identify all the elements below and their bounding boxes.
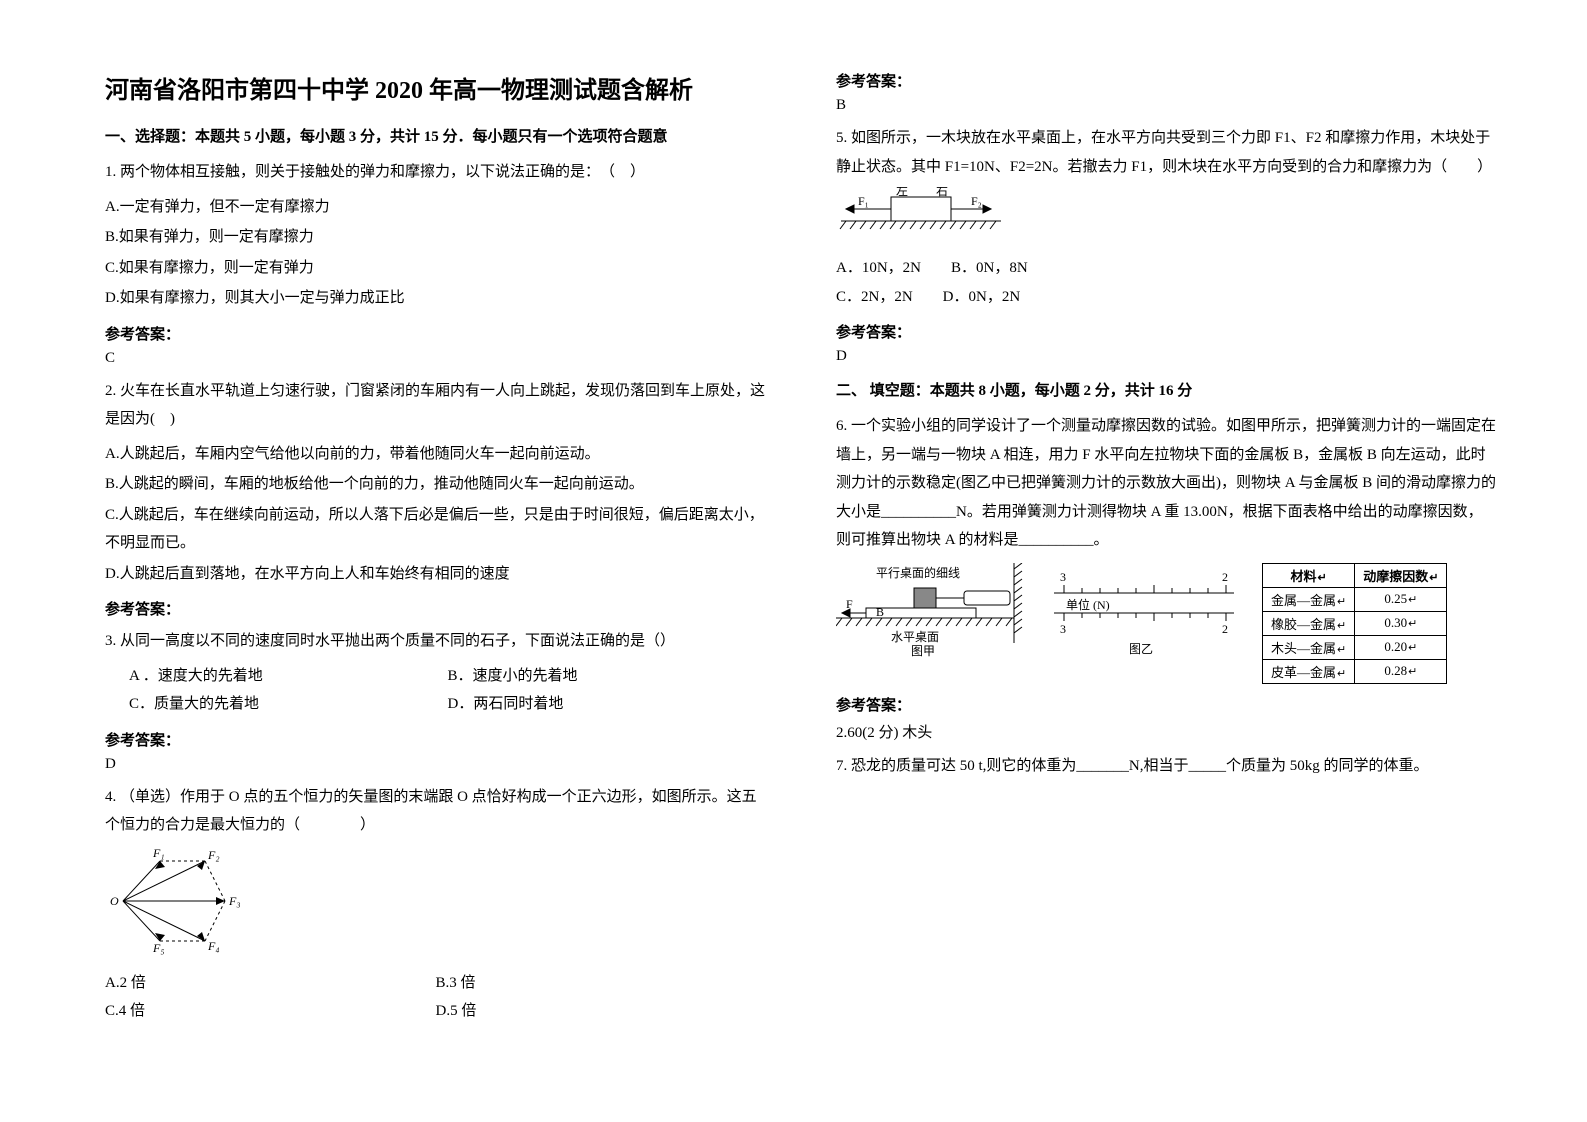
section1-header: 一、选择题：本题共 5 小题，每小题 3 分，共计 15 分．每小题只有一个选项… bbox=[105, 125, 766, 146]
q6-stem: 6. 一个实验小组的同学设计了一个测量动摩擦因数的试验。如图甲所示，把弹簧测力计… bbox=[836, 412, 1497, 555]
label-F: F bbox=[846, 597, 853, 611]
q3-row1: A ．速度大的先着地 B．速度小的先着地 bbox=[105, 662, 766, 691]
label-yi: 图乙 bbox=[1129, 642, 1153, 656]
label-F1: F₁ bbox=[152, 846, 165, 860]
q3-ans: D bbox=[105, 756, 766, 773]
q5-ans-label: 参考答案： bbox=[836, 321, 1497, 342]
label-F5: F₅ bbox=[152, 941, 165, 955]
q4-optC: C.4 倍 bbox=[105, 997, 436, 1026]
q4-row2: C.4 倍 D.5 倍 bbox=[105, 997, 766, 1026]
label-line: 平行桌面的细线 bbox=[876, 565, 960, 580]
cell-mu-0: 0.25↵ bbox=[1355, 587, 1447, 611]
cell-mat-0: 金属—金属↵ bbox=[1263, 587, 1355, 611]
q2-stem: 2. 火车在长直水平轨道上匀速行驶，门窗紧闭的车厢内有一人向上跳起，发现仍落回到… bbox=[105, 377, 766, 434]
q4-optB: B.3 倍 bbox=[436, 969, 767, 998]
q6-ans: 2.60(2 分) 木头 bbox=[836, 721, 1497, 742]
table-row: 橡胶—金属↵ 0.30↵ bbox=[1263, 611, 1447, 635]
q2-optD: D.人跳起后直到落地，在水平方向上人和车始终有相同的速度 bbox=[105, 560, 766, 589]
hexagon-force-diagram-icon: O F₁ F₂ F₃ F₄ F₅ bbox=[105, 846, 255, 956]
cell-mat-2: 木头—金属↵ bbox=[1263, 635, 1355, 659]
q4-optA: A.2 倍 bbox=[105, 969, 436, 998]
th-material: 材料↵ bbox=[1263, 563, 1355, 587]
q3-optA: A ．速度大的先着地 bbox=[129, 662, 448, 691]
th-mu: 动摩擦因数↵ bbox=[1355, 563, 1447, 587]
q3-optD: D．两石同时着地 bbox=[448, 690, 767, 719]
label-t2a: 2 bbox=[1222, 570, 1228, 584]
q2-optC: C.人跳起后，车在继续向前运动，所以人落下后必是偏后一些，只是由于时间很短，偏后… bbox=[105, 501, 766, 558]
label-q5-right: 右 bbox=[936, 187, 948, 198]
q5-optD: D．0N，2N bbox=[943, 283, 1021, 312]
q5-row2: C．2N，2N D．0N，2N bbox=[836, 283, 1497, 312]
q5-figure: F₁ 左 右 F₂ bbox=[836, 187, 1497, 244]
label-table: 水平桌面 bbox=[891, 630, 939, 644]
table-header-row: 材料↵ 动摩擦因数↵ bbox=[1263, 563, 1447, 587]
table-row: 金属—金属↵ 0.25↵ bbox=[1263, 587, 1447, 611]
q4-ans: B bbox=[836, 97, 1497, 114]
q1-ans-label: 参考答案： bbox=[105, 323, 766, 344]
label-q5-F1: F₁ bbox=[858, 194, 869, 208]
q7-stem: 7. 恐龙的质量可达 50 t,则它的体重为_______N,相当于_____个… bbox=[836, 752, 1497, 781]
q3-row2: C．质量大的先着地 D．两石同时着地 bbox=[105, 690, 766, 719]
fig-jia-icon: 平行桌面的细线 F B 水平桌面 图甲 bbox=[836, 563, 1026, 658]
q1-optA: A.一定有弹力，但不一定有摩擦力 bbox=[105, 193, 766, 222]
fig-yi-icon: 3 2 单位 (N) 3 2 图乙 bbox=[1044, 563, 1244, 658]
q1-optC: C.如果有摩擦力，则一定有弹力 bbox=[105, 254, 766, 283]
label-q5-F2: F₂ bbox=[971, 194, 982, 208]
label-t2b: 2 bbox=[1222, 622, 1228, 636]
cell-mu-3: 0.28↵ bbox=[1355, 659, 1447, 683]
q4-figure: O F₁ F₂ F₃ F₄ F₅ bbox=[105, 846, 766, 961]
q3-ans-label: 参考答案： bbox=[105, 729, 766, 750]
cell-mat-1: 橡胶—金属↵ bbox=[1263, 611, 1355, 635]
q4-optD: D.5 倍 bbox=[436, 997, 767, 1026]
q1-optD: D.如果有摩擦力，则其大小一定与弹力成正比 bbox=[105, 284, 766, 313]
q1-stem: 1. 两个物体相互接触，则关于接触处的弹力和摩擦力，以下说法正确的是： （ ） bbox=[105, 158, 766, 187]
q2-ans-label: 参考答案： bbox=[105, 598, 766, 619]
q4-stem: 4. （单选）作用于 O 点的五个恒力的矢量图的末端跟 O 点恰好构成一个正六边… bbox=[105, 783, 766, 840]
label-F4: F₄ bbox=[207, 939, 220, 953]
block-on-table-icon: F₁ 左 右 F₂ bbox=[836, 187, 1006, 239]
q1-optB: B.如果有弹力，则一定有摩擦力 bbox=[105, 223, 766, 252]
label-O: O bbox=[110, 894, 119, 908]
q5-ans: D bbox=[836, 348, 1497, 365]
page-title: 河南省洛阳市第四十中学 2020 年高一物理测试题含解析 bbox=[105, 70, 766, 105]
table-row: 木头—金属↵ 0.20↵ bbox=[1263, 635, 1447, 659]
q5-optB: B．0N，8N bbox=[951, 254, 1028, 283]
q4-row1: A.2 倍 B.3 倍 bbox=[105, 969, 766, 998]
cell-mat-3: 皮革—金属↵ bbox=[1263, 659, 1355, 683]
label-t3a: 3 bbox=[1060, 570, 1066, 584]
friction-coeff-table: 材料↵ 动摩擦因数↵ 金属—金属↵ 0.25↵ 橡胶—金属↵ 0.30↵ 木头—… bbox=[1262, 563, 1447, 684]
label-F2: F₂ bbox=[207, 848, 220, 862]
label-jia: 图甲 bbox=[911, 644, 935, 658]
table-row: 皮革—金属↵ 0.28↵ bbox=[1263, 659, 1447, 683]
q3-stem: 3. 从同一高度以不同的速度同时水平抛出两个质量不同的石子，下面说法正确的是（） bbox=[105, 627, 766, 656]
q1-ans: C bbox=[105, 350, 766, 367]
label-t3b: 3 bbox=[1060, 622, 1066, 636]
cell-mu-1: 0.30↵ bbox=[1355, 611, 1447, 635]
label-F3: F₃ bbox=[228, 894, 241, 908]
q2-optA: A.人跳起后，车厢内空气给他以向前的力，带着他随同火车一起向前运动。 bbox=[105, 440, 766, 469]
label-B: B bbox=[876, 605, 884, 619]
q4-ans-label: 参考答案： bbox=[836, 70, 1497, 91]
q5-row1: A．10N，2N B．0N，8N bbox=[836, 254, 1497, 283]
q3-optC: C．质量大的先着地 bbox=[129, 690, 448, 719]
label-unit: 单位 (N) bbox=[1066, 597, 1110, 612]
q6-ans-label: 参考答案： bbox=[836, 694, 1497, 715]
q3-optB: B．速度小的先着地 bbox=[448, 662, 767, 691]
label-q5-left: 左 bbox=[896, 187, 908, 198]
section2-header: 二、 填空题：本题共 8 小题，每小题 2 分，共计 16 分 bbox=[836, 379, 1497, 400]
q5-optC: C．2N，2N bbox=[836, 283, 913, 312]
q2-optB: B.人跳起的瞬间，车厢的地板给他一个向前的力，推动他随同火车一起向前运动。 bbox=[105, 470, 766, 499]
q6-figure-row: 平行桌面的细线 F B 水平桌面 图甲 bbox=[836, 563, 1497, 684]
cell-mu-2: 0.20↵ bbox=[1355, 635, 1447, 659]
q5-optA: A．10N，2N bbox=[836, 254, 921, 283]
q5-stem: 5. 如图所示，一木块放在水平桌面上，在水平方向共受到三个力即 F1、F2 和摩… bbox=[836, 124, 1497, 181]
